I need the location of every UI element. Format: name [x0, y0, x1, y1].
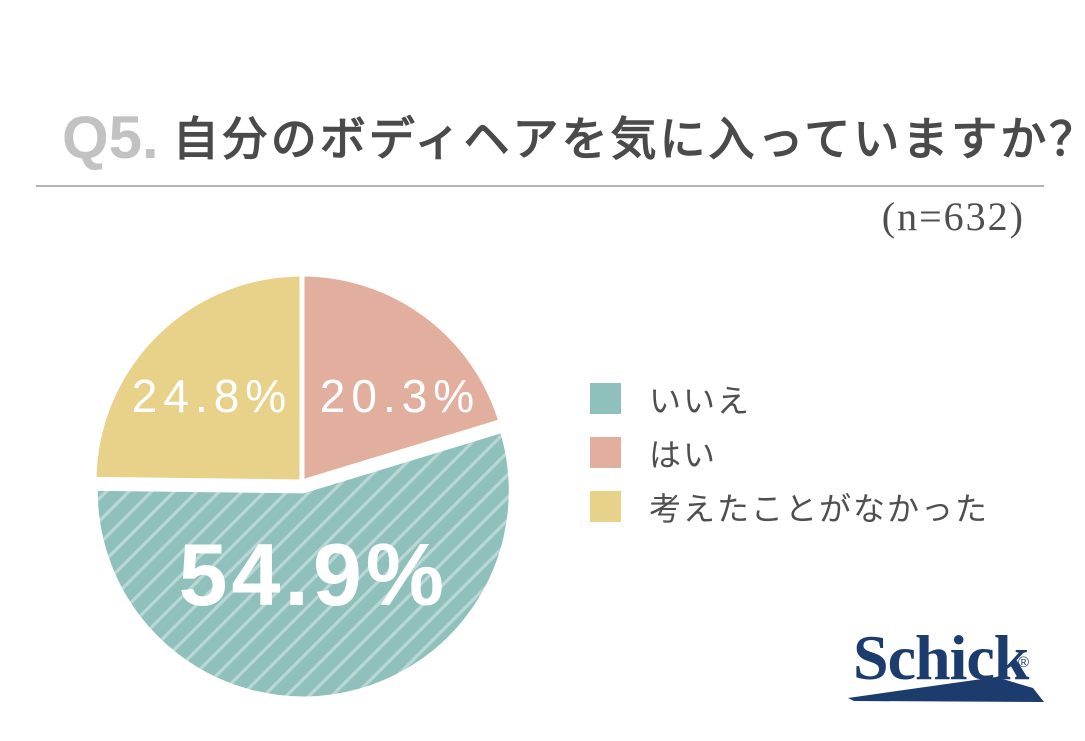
legend-swatch-iie: [590, 383, 621, 414]
registered-trademark-icon: ®: [1018, 654, 1030, 671]
question-title: 自分のボディヘアを気に入っていますか？: [172, 114, 1085, 166]
sample-size: (n=632): [881, 194, 1025, 239]
divider-line: [36, 185, 1044, 187]
legend-swatch-kangaeta: [590, 491, 621, 522]
question-number: Q5.: [62, 104, 159, 171]
pie-slice-はい: [299, 271, 504, 485]
pie-slice-考えたことがなかった: [91, 271, 305, 485]
pie-slice-いいえ: [92, 427, 514, 702]
schick-logo: Schick ®: [848, 626, 1063, 711]
pie-label-はい: 20.3%: [320, 370, 480, 422]
legend-row: はい: [590, 437, 989, 473]
legend-swatch-hai: [590, 437, 621, 468]
legend: いいえ はい 考えたことがなかった: [590, 383, 989, 527]
legend-row: 考えたことがなかった: [590, 491, 989, 527]
legend-label-kangaeta: 考えたことがなかった: [649, 490, 990, 527]
legend-label-iie: いいえ: [649, 382, 752, 419]
pie-label-いいえ: 54.9%: [179, 525, 449, 624]
pie-chart: 20.3% 54.9% 24.8%: [91, 271, 514, 702]
question-header: Q5. 自分のボディヘアを気に入っていますか？: [62, 88, 1085, 171]
legend-row: いいえ: [590, 383, 989, 419]
legend-label-hai: はい: [649, 436, 718, 473]
schick-swoosh-icon: [848, 677, 1044, 702]
pie-label-考えたことがなかった: 24.8%: [132, 370, 292, 422]
